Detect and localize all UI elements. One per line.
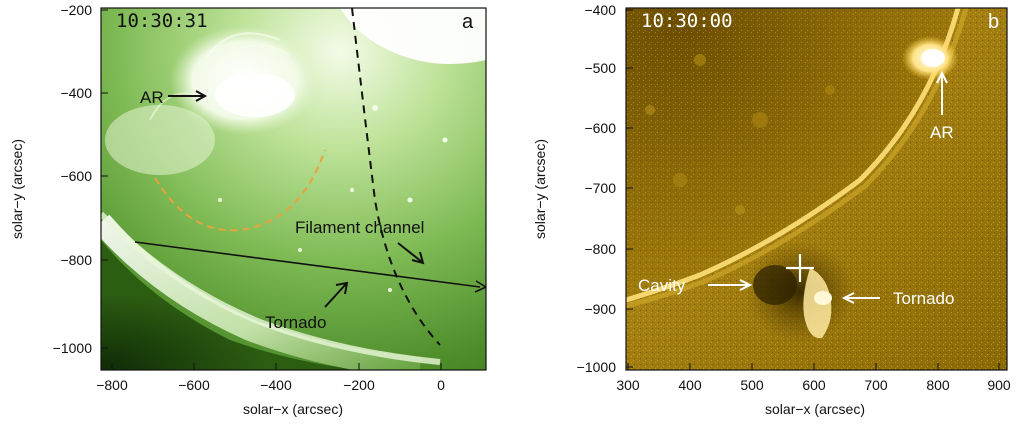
panel-b-ytick: −600 (584, 120, 616, 136)
panel-b-tornado-label: Tornado (893, 289, 954, 308)
panel-b-ytick: −700 (584, 180, 616, 196)
panel-a-label: a (462, 11, 474, 33)
panel-b-xtick: 300 (616, 377, 640, 393)
panel-b-x-axis: 300 400 500 600 700 800 900 solar−x (arc… (616, 363, 1011, 417)
panel-a-timestamp: 10:30:31 (116, 10, 208, 32)
panel-a-filament-arrow (397, 242, 425, 265)
panel-a-y-label: solar−y (arcsec) (9, 139, 25, 239)
panel-b-ar-arrow (936, 70, 948, 115)
dashed-curve-black (351, 8, 441, 346)
panel-b-x-label: solar−x (arcsec) (765, 401, 865, 417)
panel-b-xtick: 900 (987, 377, 1011, 393)
panel-b-xtick: 800 (926, 377, 950, 393)
panel-a-xtick: −600 (178, 377, 210, 393)
panel-b-ytick: −1000 (577, 359, 617, 375)
dashed-curve-orange (154, 149, 326, 232)
panel-b-ytick: −800 (584, 241, 616, 257)
panel-b-ar-label: AR (930, 123, 954, 142)
panel-a-ar-label: AR (140, 88, 164, 107)
panel-a-ytick: −600 (60, 168, 92, 184)
panel-a-ytick: −800 (60, 252, 92, 268)
panel-a-x-label: solar−x (arcsec) (243, 401, 343, 417)
panel-a-y-axis: −200 −400 −600 −800 −1000 solar−y (arcse… (9, 2, 108, 356)
panel-b-cavity-arrow (708, 279, 753, 291)
panel-a-xtick: 0 (437, 377, 445, 393)
panel-b-ytick: −500 (584, 60, 616, 76)
panel-b-y-axis: −400 −500 −600 −700 −800 −900 −1000 sola… (532, 2, 633, 375)
panel-a-ytick: −1000 (53, 340, 93, 356)
panel-a-ytick: −400 (60, 85, 92, 101)
panel-b-xtick: 600 (802, 377, 826, 393)
panel-b-frame (625, 7, 1008, 371)
panel-b-ytick: −900 (584, 301, 616, 317)
panel-a-xtick: −800 (96, 377, 128, 393)
panel-b-label: b (988, 11, 999, 33)
panel-a: 10:30:31 a AR Filament channel Tornado −… (9, 2, 487, 417)
panel-b-xtick: 700 (864, 377, 888, 393)
panel-b-cavity-label: Cavity (638, 276, 686, 295)
panel-a-tornado-arrow (324, 281, 349, 308)
panel-a-tornado-label: Tornado (265, 313, 326, 332)
panel-b-image (626, 8, 1007, 370)
panel-a-xtick: −200 (343, 377, 375, 393)
panel-a-xtick: −400 (260, 377, 292, 393)
panel-a-frame (100, 7, 487, 371)
panel-a-filament-label: Filament channel (295, 218, 424, 237)
panel-a-ar-arrow (168, 90, 208, 102)
panel-a-x-axis: −800 −600 −400 −200 0 solar−x (arcsec) (96, 363, 445, 417)
panel-b-timestamp: 10:30:00 (641, 10, 733, 32)
panel-b-xtick: 500 (740, 377, 764, 393)
panel-b-ytick: −400 (584, 2, 616, 18)
panel-b-y-label: solar−y (arcsec) (532, 139, 548, 239)
panel-a-ytick: −200 (60, 2, 92, 18)
panel-b-tornado-arrow (841, 292, 880, 304)
panel-b-xtick: 400 (678, 377, 702, 393)
cut-line (134, 241, 481, 288)
panel-b: 10:30:00 b AR Cavity Tornado −400 −500 (532, 2, 1011, 417)
panel-a-image (101, 8, 486, 370)
